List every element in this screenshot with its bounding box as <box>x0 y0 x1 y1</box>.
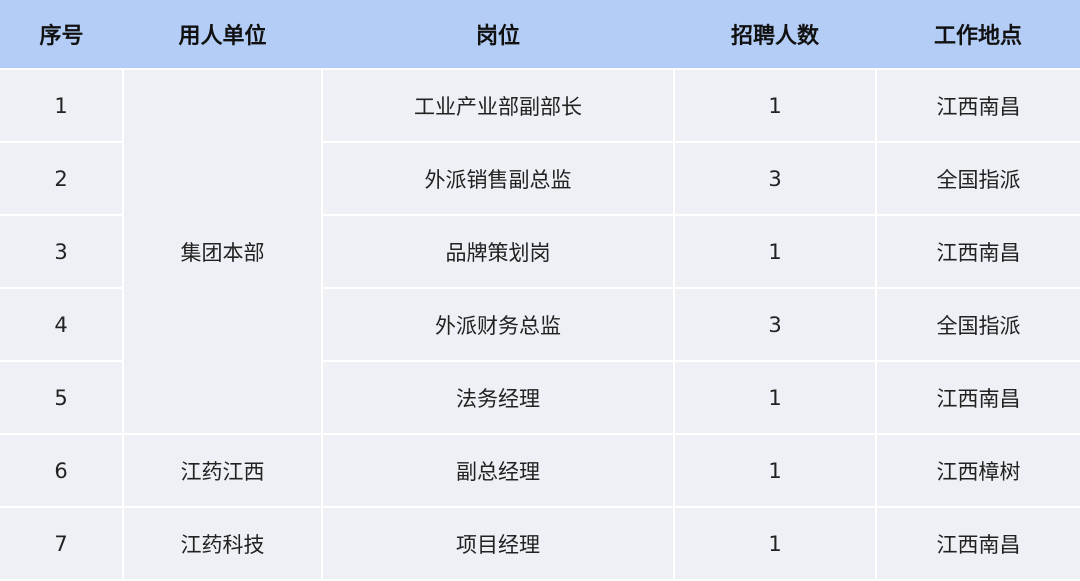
cell-count: 1 <box>673 433 877 508</box>
table-row: 1 集团本部 工业产业部副部长 1 江西南昌 <box>0 68 1080 435</box>
cell-count: 1 <box>673 68 877 143</box>
cell-unit: 集团本部 <box>122 68 323 435</box>
table-row: 5 法务经理 1 江西南昌 <box>0 360 1080 435</box>
header-position: 岗位 <box>322 0 674 69</box>
cell-position: 法务经理 <box>321 360 675 435</box>
cell-no: 5 <box>0 360 124 435</box>
header-unit: 用人单位 <box>123 0 322 69</box>
table-row: 2 外派销售副总监 3 全国指派 <box>0 141 1080 216</box>
cell-location: 江西南昌 <box>875 68 1080 143</box>
cell-no: 4 <box>0 287 124 362</box>
cell-location: 江西樟树 <box>875 433 1080 508</box>
cell-no: 1 <box>0 68 124 143</box>
cell-position: 副总经理 <box>321 433 675 508</box>
cell-no: 2 <box>0 141 124 216</box>
cell-count: 3 <box>673 287 877 362</box>
cell-location: 江西南昌 <box>875 214 1080 289</box>
cell-no: 6 <box>0 433 124 508</box>
cell-unit: 江药江西 <box>122 433 323 508</box>
cell-position: 品牌策划岗 <box>321 214 675 289</box>
cell-location: 江西南昌 <box>875 360 1080 435</box>
table-row: 7 江药科技 项目经理 1 江西南昌 <box>0 506 1080 581</box>
cell-location: 江西南昌 <box>875 506 1080 581</box>
cell-count: 3 <box>673 141 877 216</box>
cell-count: 1 <box>673 506 877 581</box>
cell-location: 全国指派 <box>875 287 1080 362</box>
table-row: 6 江药江西 副总经理 1 江西樟树 <box>0 433 1080 508</box>
cell-position: 项目经理 <box>321 506 675 581</box>
cell-no: 3 <box>0 214 124 289</box>
cell-position: 外派财务总监 <box>321 287 675 362</box>
table-row: 3 品牌策划岗 1 江西南昌 <box>0 214 1080 289</box>
cell-count: 1 <box>673 360 877 435</box>
cell-no: 7 <box>0 506 124 581</box>
header-row: 序号 用人单位 岗位 招聘人数 工作地点 <box>0 0 1080 69</box>
header-count: 招聘人数 <box>674 0 876 69</box>
header-location: 工作地点 <box>876 0 1080 69</box>
header-no: 序号 <box>0 0 123 69</box>
cell-location: 全国指派 <box>875 141 1080 216</box>
cell-count: 1 <box>673 214 877 289</box>
cell-position: 外派销售副总监 <box>321 141 675 216</box>
cell-unit: 江药科技 <box>122 506 323 581</box>
cell-position: 工业产业部副部长 <box>321 68 675 143</box>
table-row: 4 外派财务总监 3 全国指派 <box>0 287 1080 362</box>
